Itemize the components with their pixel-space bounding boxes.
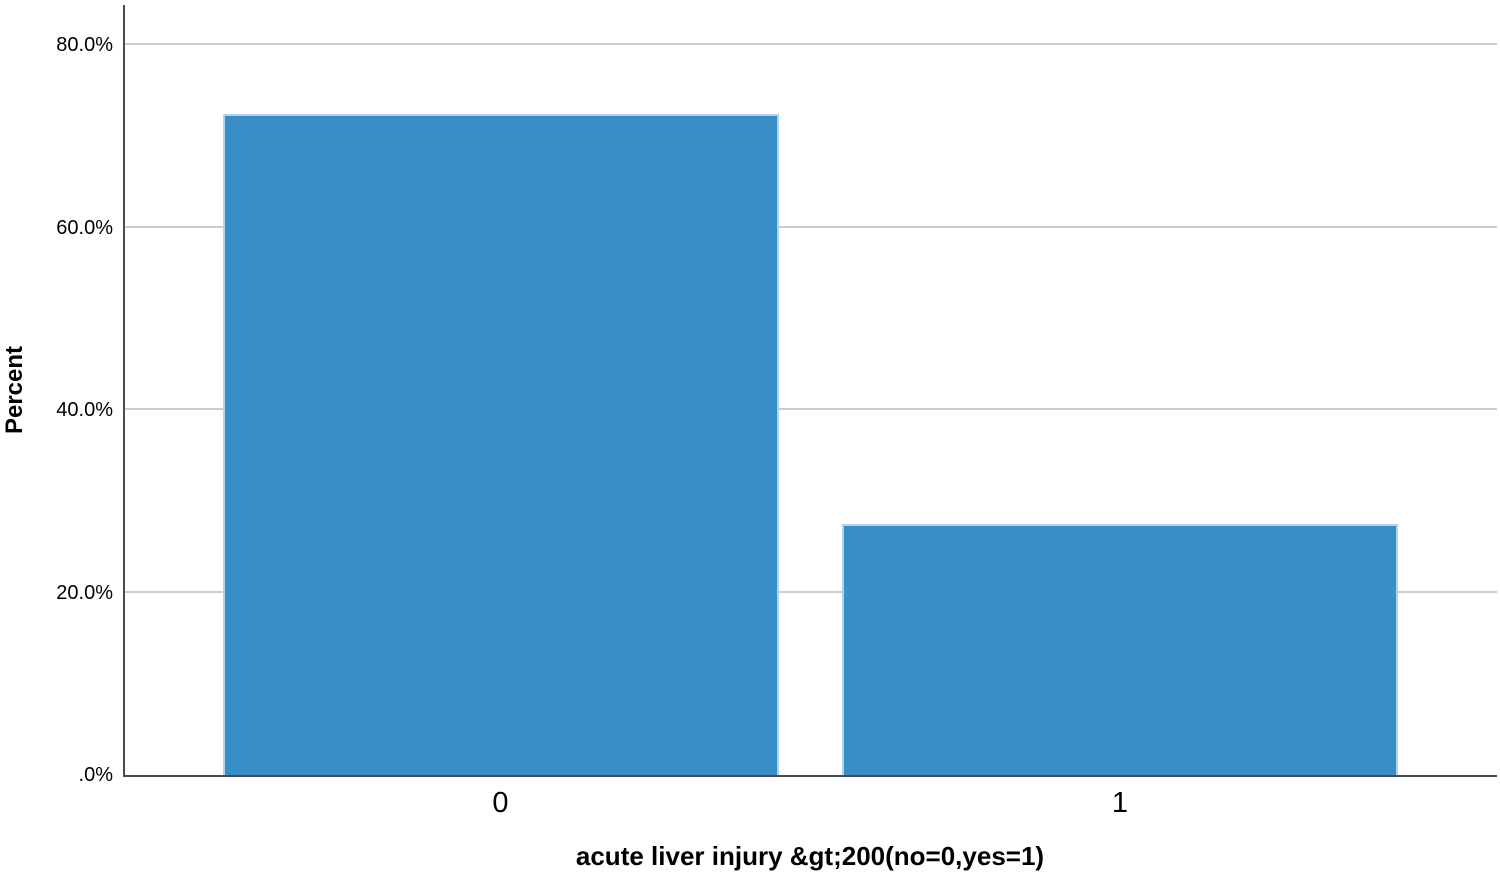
- bar-category-0: [222, 114, 779, 775]
- x-tick-label: 0: [492, 787, 509, 819]
- gridline-80pct: [125, 43, 1497, 46]
- y-tick-label: 40.0%: [56, 399, 113, 422]
- y-tick-label: .0%: [78, 764, 113, 786]
- gridline-40pct: [125, 408, 1497, 411]
- gridline-20pct: [125, 590, 1497, 593]
- x-tick-label: 1: [1111, 787, 1129, 819]
- y-axis-title: Percent: [1, 345, 28, 435]
- y-tick-label: 20.0%: [56, 581, 113, 604]
- x-axis-title: acute liver injury &gt;200(no=0,yes=1): [575, 841, 1045, 871]
- bar-category-1: [842, 524, 1398, 775]
- plot-area: .0% 20.0% 40.0% 60.0% 80.0% 0 1: [56, 5, 1497, 818]
- y-tick-label: 60.0%: [56, 216, 113, 239]
- gridline-60pct: [125, 225, 1497, 228]
- y-tick-label: 80.0%: [56, 34, 113, 57]
